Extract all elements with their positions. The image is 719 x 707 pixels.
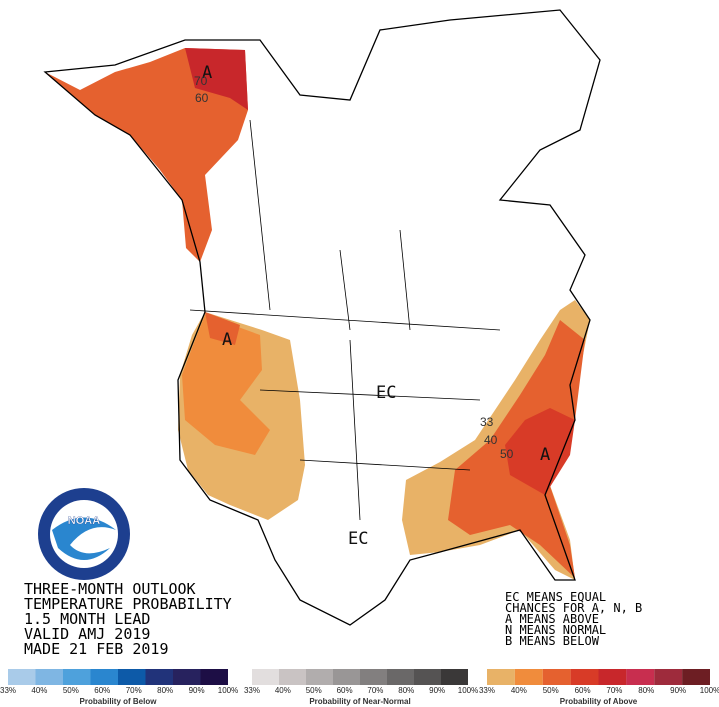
legend-tick: 80% [157,686,173,695]
legend-tick: 70% [126,686,142,695]
legend-swatch [252,669,279,685]
legends: 33% 40% 50% 60% 70% 80% 90% 100% Probability of … [0,669,719,706]
legend-swatch [387,669,414,685]
legend-swatch [654,669,683,685]
title-line: MADE 21 FEB 2019 [24,640,169,658]
legend-swatch [35,669,63,685]
regions [45,48,590,580]
legend-swatch [626,669,655,685]
map-labels: A 70 60 A EC EC 33 40 50 A [194,63,550,549]
legend-tick: 33% [244,686,260,695]
legend-swatch [598,669,627,685]
legend-tick: 60% [337,686,353,695]
region-label: EC [348,529,368,549]
legend-tick: 40% [31,686,47,695]
legend-tick: 40% [511,686,527,695]
legend-tick: 90% [189,686,205,695]
legend-tick: 60% [94,686,110,695]
legend-tick: 70% [606,686,622,695]
region-label: A [222,330,232,350]
region-label: EC [376,383,396,403]
legend-tick: 70% [367,686,383,695]
contour-label: 60 [195,91,209,105]
coastline [43,9,601,626]
legend-tick: 100% [700,686,719,695]
region-label: A [540,445,550,465]
noaa-logo: NOAA [38,488,130,580]
legend-tick: 100% [218,686,238,695]
alaska-high [185,48,248,110]
note-line: N MEANS NORMAL [505,623,606,637]
legend-swatch [333,669,360,685]
contour-label: 70 [194,74,208,88]
logo-wave [52,517,116,560]
legend-swatch [306,669,333,685]
contour-label: 33 [480,415,494,429]
legend-tick: 33% [0,686,16,695]
contour-label: 50 [500,447,514,461]
legend-swatch [279,669,306,685]
legend-swatch [487,669,515,685]
legend-tick: 90% [670,686,686,695]
legend-swatch [360,669,387,685]
legend-swatch [514,669,543,685]
legend-swatch [570,669,599,685]
legend-caption: Probability of Near-Normal [309,697,410,706]
legend-tick: 80% [638,686,654,695]
legend-swatch [90,669,118,685]
northwest-high [205,312,240,345]
legend-swatch [414,669,441,685]
legend-swatch [682,669,710,685]
title-line: VALID AMJ 2019 [24,625,150,643]
legend-swatch [63,669,91,685]
legend-swatch [441,669,468,685]
legend-swatch [173,669,201,685]
title-line: THREE-MONTH OUTLOOK [24,580,196,598]
legend-swatch [8,669,36,685]
logo-text: NOAA [68,515,100,527]
borders [189,119,501,521]
alaska-above [45,48,248,262]
legend-swatch [542,669,571,685]
legend-tick: 50% [543,686,559,695]
contour-label: 40 [484,433,498,447]
legend-tick: 50% [306,686,322,695]
legend-tick: 80% [398,686,414,695]
region-label: A [202,63,212,83]
legend-tick: 40% [275,686,291,695]
west-mid [182,315,270,455]
legend-swatch [118,669,146,685]
note-line: B MEANS BELOW [505,634,600,648]
legend-swatch [200,669,228,685]
legend-tick: 50% [63,686,79,695]
legend-tick: 33% [479,686,495,695]
note-line: A MEANS ABOVE [505,612,599,626]
legend-swatch [145,669,173,685]
legend-caption: Probability of Above [560,697,638,706]
note-line: CHANCES FOR A, N, B [505,601,642,615]
legend-caption: Probability of Below [80,697,158,706]
legend-tick: 60% [575,686,591,695]
note-line: EC MEANS EQUAL [505,590,606,604]
legend-tick: 100% [458,686,478,695]
legend-tick: 90% [429,686,445,695]
title-line: 1.5 MONTH LEAD [24,610,150,628]
carolina-high [505,408,575,495]
title-line: TEMPERATURE PROBABILITY [24,595,232,613]
